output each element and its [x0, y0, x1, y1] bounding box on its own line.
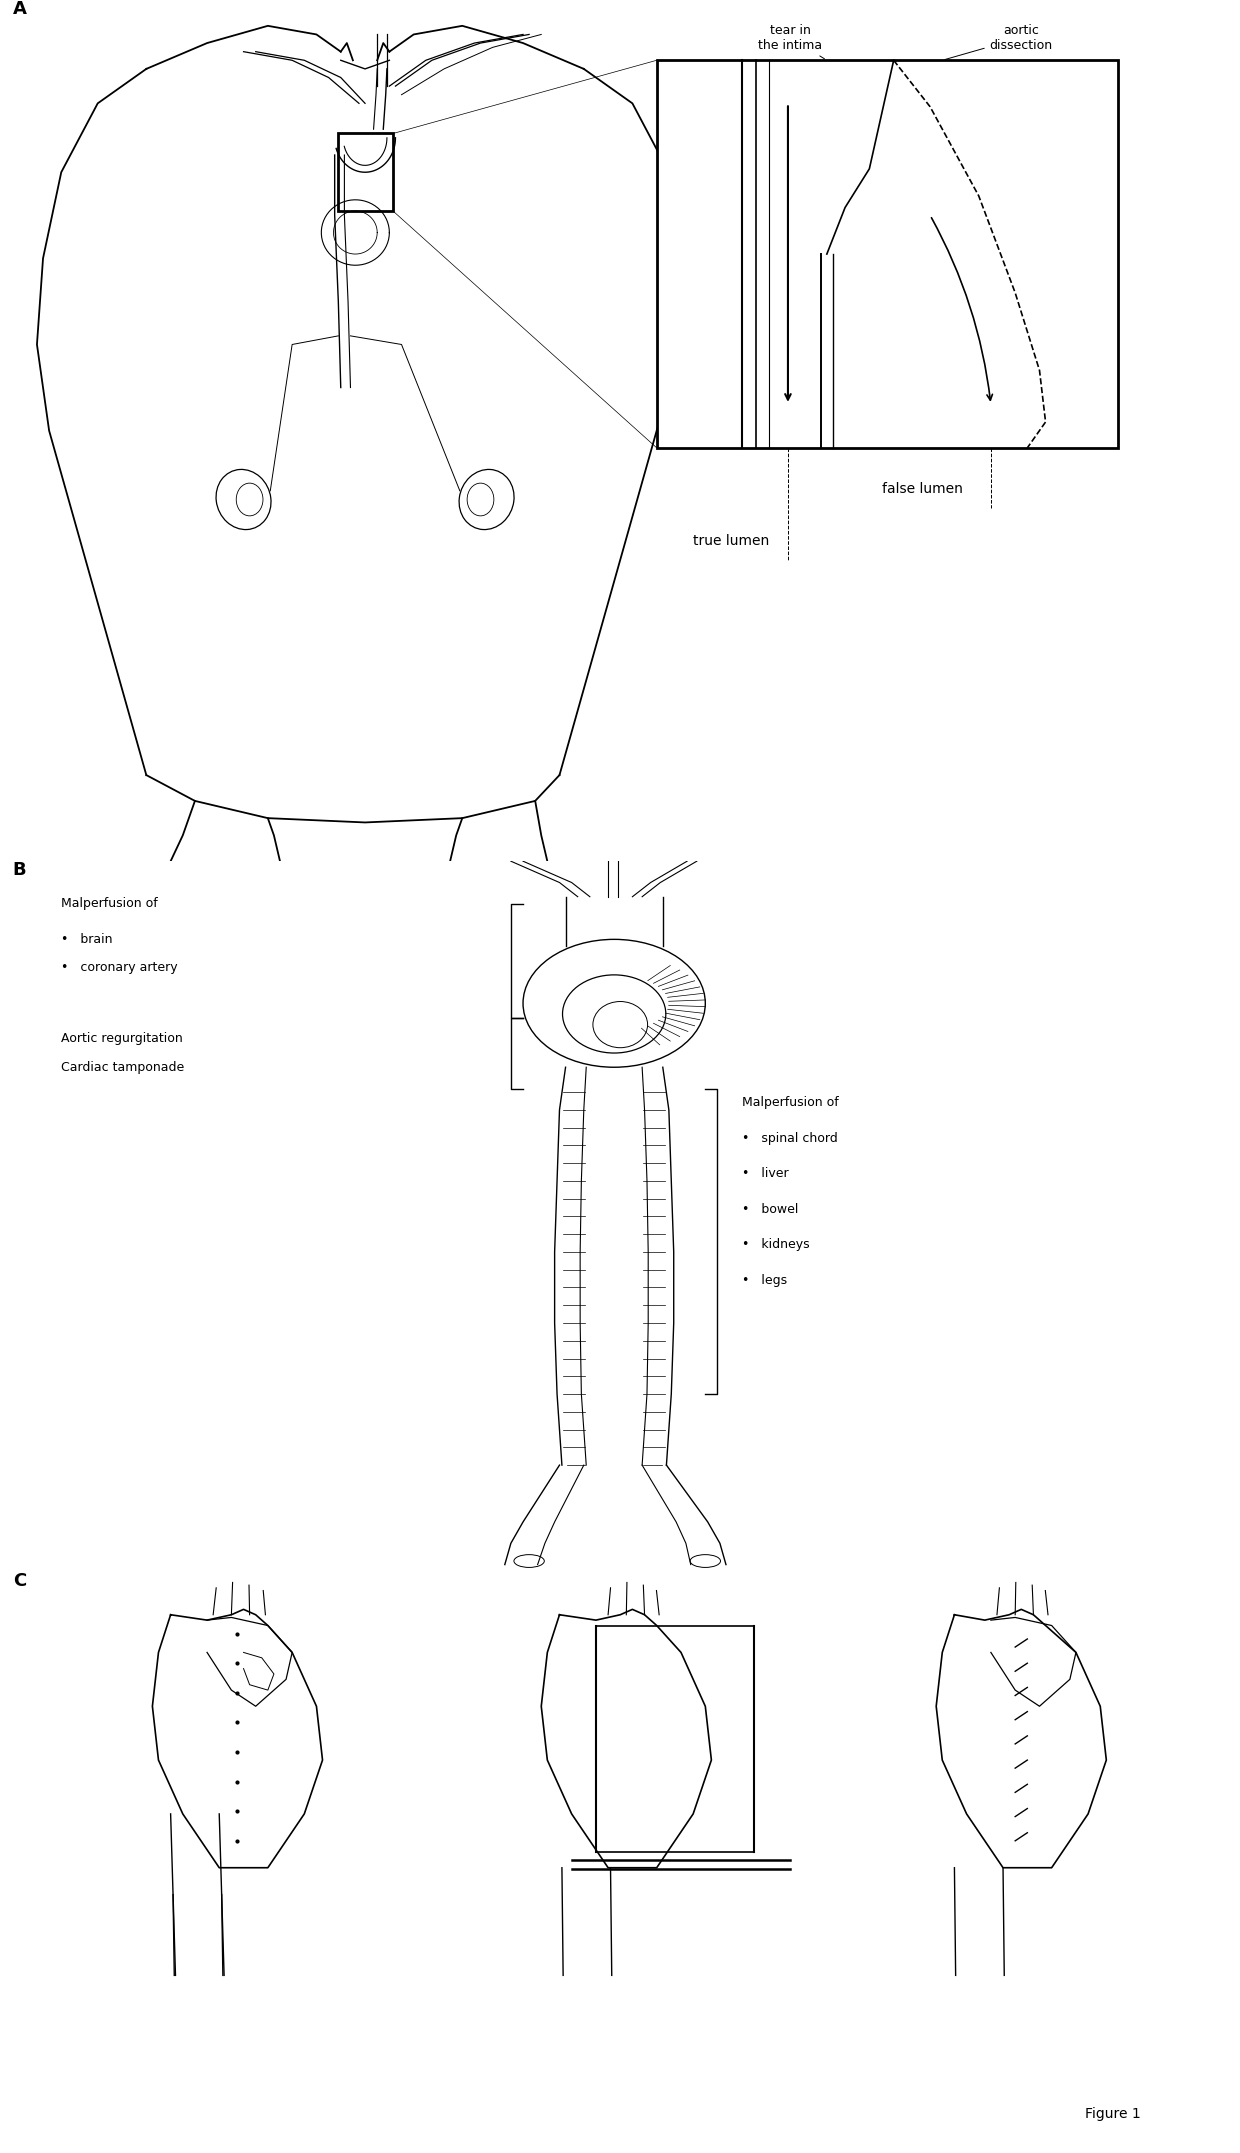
- Bar: [339, 133, 393, 211]
- Text: •   brain: • brain: [61, 932, 113, 945]
- Text: •   coronary artery: • coronary artery: [61, 960, 177, 975]
- Bar: [657, 60, 1118, 448]
- Text: •   kidneys: • kidneys: [742, 1238, 810, 1251]
- Text: Malperfusion of: Malperfusion of: [742, 1096, 838, 1109]
- Text: A: A: [12, 0, 26, 17]
- Text: •   legs: • legs: [742, 1275, 787, 1287]
- Text: false lumen: false lumen: [882, 482, 962, 497]
- Text: •   bowel: • bowel: [742, 1204, 799, 1216]
- Text: Figure 1: Figure 1: [1085, 2106, 1141, 2121]
- Text: •   spinal chord: • spinal chord: [742, 1132, 837, 1145]
- Text: B: B: [12, 861, 26, 878]
- Text: aortic
dissection: aortic dissection: [945, 24, 1053, 60]
- Text: Cardiac tamponade: Cardiac tamponade: [61, 1061, 185, 1074]
- Text: C: C: [12, 1572, 26, 1589]
- Text: Aortic regurgitation: Aortic regurgitation: [61, 1031, 184, 1046]
- Text: true lumen: true lumen: [693, 534, 769, 549]
- Text: •   liver: • liver: [742, 1167, 789, 1180]
- Text: tear in
the intima: tear in the intima: [759, 24, 825, 58]
- Text: Malperfusion of: Malperfusion of: [61, 898, 157, 911]
